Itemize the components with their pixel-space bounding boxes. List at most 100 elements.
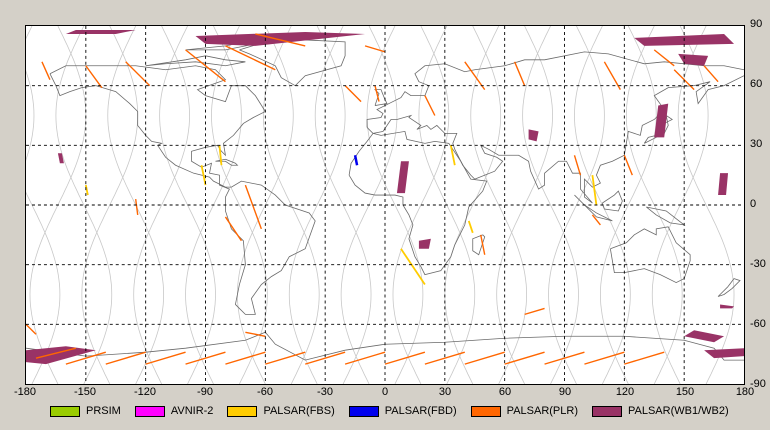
coastline bbox=[49, 65, 316, 315]
plr-track bbox=[653, 49, 675, 67]
plr-track bbox=[305, 351, 346, 365]
plr-track bbox=[105, 351, 146, 365]
plr-track bbox=[623, 155, 633, 176]
legend-swatch bbox=[348, 405, 379, 417]
lon-tick-label: 60 bbox=[498, 386, 512, 398]
legend-label: PALSAR(FBS) bbox=[263, 405, 335, 417]
fbs-track bbox=[400, 248, 426, 286]
observation-swaths bbox=[26, 29, 744, 365]
legend-item: AVNIR-2 bbox=[134, 405, 214, 417]
coastline bbox=[646, 206, 686, 226]
map-frame[interactable] bbox=[25, 25, 745, 385]
fbs-track bbox=[449, 145, 456, 166]
plr-track bbox=[374, 85, 380, 102]
orbit-track bbox=[366, 26, 424, 384]
lon-tick-label: 90 bbox=[558, 386, 572, 398]
legend-item: PALSAR(PLR) bbox=[470, 405, 578, 417]
lon-tick-label: 0 bbox=[381, 386, 389, 398]
plr-track bbox=[573, 155, 582, 176]
plr-track bbox=[603, 61, 621, 90]
plr-track bbox=[344, 351, 386, 365]
coastline bbox=[145, 55, 246, 67]
lat-tick-label: 30 bbox=[750, 138, 763, 150]
legend: PRSIM AVNIR-2 PALSAR(FBS) PALSAR(FBD) PALSAR… bbox=[50, 403, 743, 419]
orbit-track bbox=[211, 26, 268, 384]
plr-track bbox=[513, 61, 526, 86]
plr-track bbox=[584, 351, 625, 365]
fbs-track bbox=[591, 175, 598, 206]
legend-item: PRSIM bbox=[50, 405, 121, 417]
plr-track bbox=[225, 351, 266, 365]
lon-tick-label: 180 bbox=[735, 386, 755, 398]
plr-track bbox=[464, 351, 505, 365]
plr-track bbox=[185, 49, 226, 83]
fbs-track bbox=[84, 184, 89, 196]
legend-label: PALSAR(PLR) bbox=[506, 405, 578, 417]
lat-tick-label: 90 bbox=[750, 18, 763, 30]
legend-swatch bbox=[134, 405, 165, 417]
plr-track bbox=[225, 45, 276, 71]
coastline bbox=[215, 158, 239, 166]
orbit-track bbox=[522, 26, 579, 384]
coastline bbox=[609, 226, 691, 284]
plr-track bbox=[464, 61, 486, 91]
plr-track bbox=[26, 323, 37, 335]
plr-track bbox=[265, 351, 306, 365]
coastline bbox=[348, 130, 488, 276]
wb-swath bbox=[57, 153, 64, 164]
lat-tick-label: -30 bbox=[750, 258, 766, 270]
plr-track bbox=[424, 95, 436, 116]
plr-track bbox=[480, 234, 486, 255]
coastline bbox=[366, 75, 744, 204]
orbit-track bbox=[677, 26, 735, 384]
plr-track bbox=[591, 214, 601, 226]
plr-track bbox=[245, 331, 266, 337]
lat-tick-label: -90 bbox=[750, 378, 766, 390]
lat-tick-label: 0 bbox=[750, 198, 757, 210]
plr-track bbox=[524, 307, 545, 316]
plr-track bbox=[504, 351, 545, 365]
lon-tick-label: -90 bbox=[197, 386, 213, 398]
plr-track bbox=[65, 351, 106, 365]
wb-swath bbox=[26, 346, 96, 365]
plr-track bbox=[544, 351, 585, 365]
plr-track bbox=[255, 33, 306, 47]
lon-tick-label: 120 bbox=[615, 386, 635, 398]
wb-swath bbox=[718, 173, 729, 196]
orbit-track bbox=[444, 26, 502, 384]
wb-swath bbox=[195, 31, 366, 46]
plr-track bbox=[85, 65, 103, 89]
lat-lon-grid bbox=[26, 26, 744, 384]
coastline bbox=[574, 194, 613, 222]
plr-track bbox=[41, 61, 51, 80]
legend-swatch bbox=[470, 405, 501, 417]
wb-swath bbox=[396, 161, 409, 194]
legend-label: AVNIR-2 bbox=[170, 405, 214, 417]
plr-track bbox=[673, 69, 695, 91]
wb-swath bbox=[654, 103, 669, 138]
legend-item: PALSAR(WB1/WB2) bbox=[592, 405, 729, 417]
plr-track bbox=[145, 351, 186, 365]
legend-label: PRSIM bbox=[86, 405, 121, 417]
plr-track bbox=[344, 85, 362, 103]
legend-item: PALSAR(FBS) bbox=[227, 405, 335, 417]
coastline bbox=[26, 331, 744, 361]
lon-tick-label: -30 bbox=[317, 386, 333, 398]
fbs-track bbox=[218, 145, 223, 166]
legend-swatch bbox=[592, 405, 622, 417]
lat-tick-label: 60 bbox=[750, 78, 763, 90]
plr-track bbox=[624, 351, 665, 365]
plr-track bbox=[35, 347, 77, 359]
fbd-track bbox=[353, 155, 359, 166]
plr-track bbox=[224, 216, 242, 242]
wb-swath bbox=[65, 29, 136, 34]
wb-swath bbox=[678, 53, 709, 66]
orbit-track bbox=[55, 26, 113, 384]
coverage-map[interactable] bbox=[26, 26, 744, 384]
wb-swath bbox=[684, 330, 725, 343]
coastline bbox=[239, 39, 346, 87]
orbit-track bbox=[600, 26, 657, 384]
coastline bbox=[602, 190, 623, 212]
plr-track bbox=[135, 198, 139, 216]
orbit-track bbox=[133, 26, 190, 384]
